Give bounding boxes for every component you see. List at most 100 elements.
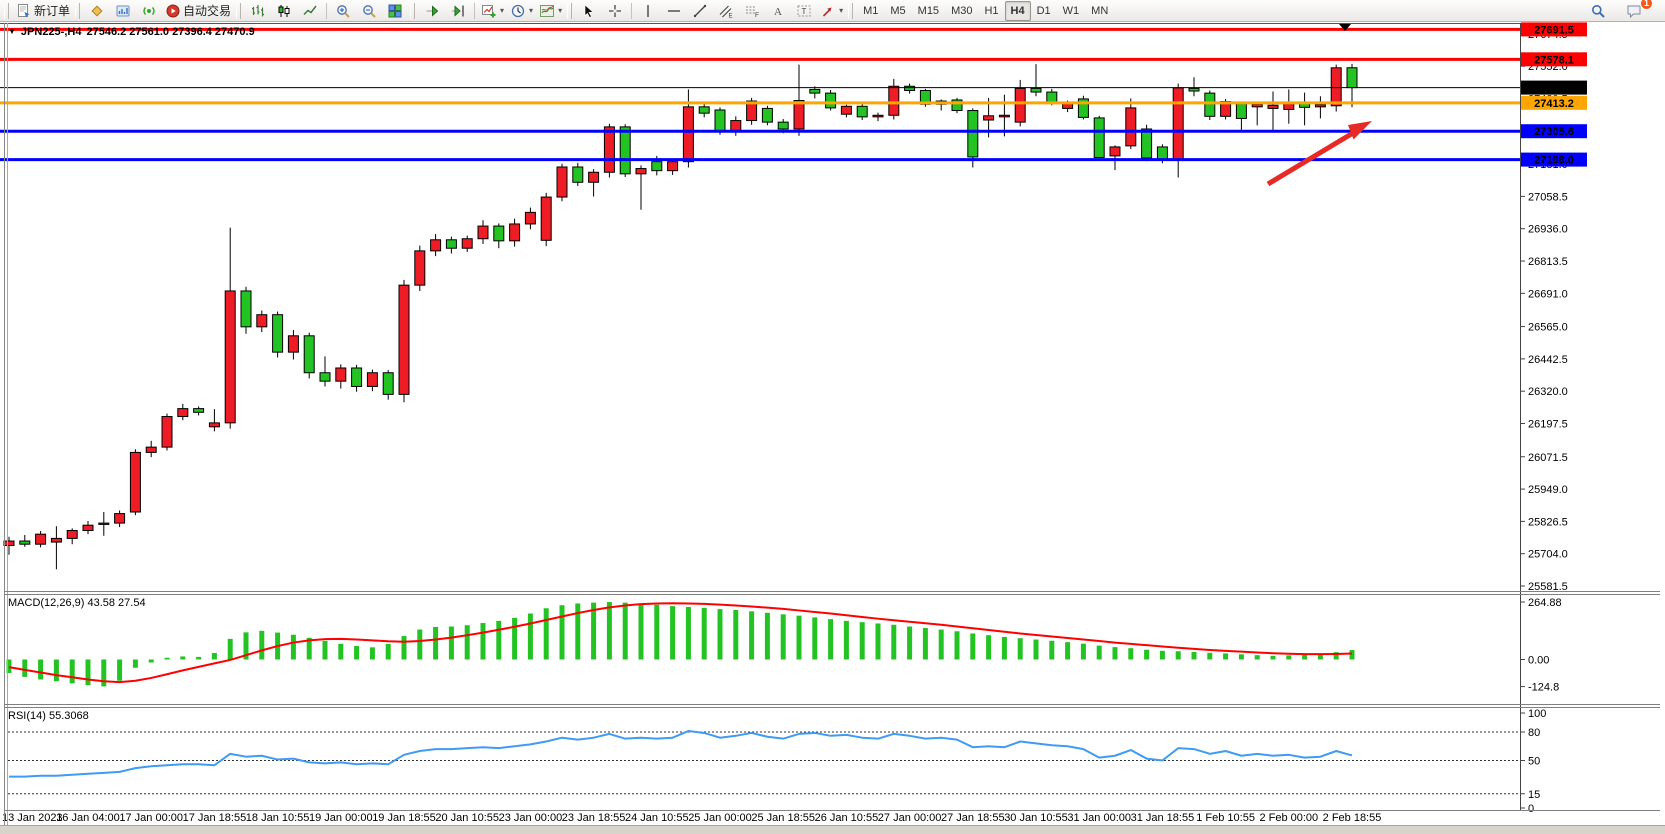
timeframe-mn-button[interactable]: MN: [1091, 4, 1109, 17]
price-tag-box: [1521, 52, 1587, 67]
auto-scroll-button[interactable]: [419, 0, 445, 22]
object-anchor-marker[interactable]: [1339, 24, 1351, 31]
cursor-icon: [581, 3, 597, 19]
rsi-tick: 80: [1528, 727, 1540, 739]
tile-windows-button[interactable]: [382, 0, 408, 22]
horizontal-line-button[interactable]: [661, 0, 687, 22]
text-icon: A: [770, 3, 786, 19]
periods-icon: [510, 3, 526, 19]
time-tick: 19 Jan 00:00: [309, 812, 373, 824]
indicators-icon: [481, 3, 497, 19]
toolbar-right: 1: [1585, 0, 1663, 22]
toolbar-grip: [75, 2, 81, 19]
rsi-line: [9, 730, 1353, 778]
profiles-icon: [89, 3, 105, 19]
toolbar-grip: [567, 2, 573, 19]
bar-chart-button[interactable]: [245, 0, 271, 22]
time-tick: 17 Jan 00:00: [119, 812, 183, 824]
time-tick: 27 Jan 18:55: [941, 812, 1005, 824]
trend-arrow[interactable]: [1266, 127, 1360, 187]
timeframe-m5-button[interactable]: M5: [890, 4, 906, 17]
line-chart-button[interactable]: [297, 0, 323, 22]
ohlc-values: 27546.2 27561.0 27396.4 27470.9: [86, 26, 255, 38]
timeframe-m30-button[interactable]: M30: [951, 4, 973, 17]
vertical-line-button[interactable]: [635, 0, 661, 22]
zoom-in-button[interactable]: [330, 0, 356, 22]
horizontal-line-objects[interactable]: [0, 27, 1520, 162]
timeframe-h4-button[interactable]: H4: [1004, 0, 1031, 21]
arrows-button[interactable]: ▾: [817, 0, 846, 22]
timeframe-w1-button[interactable]: W1: [1062, 4, 1080, 17]
price-axis[interactable]: 27674.527552.027429.527307.027181.027058…: [1520, 23, 1568, 815]
channel-button[interactable]: E: [713, 0, 739, 22]
chart-shift-button[interactable]: [445, 0, 471, 22]
macd-tick: 264.88: [1528, 597, 1562, 609]
line-chart-icon: [302, 3, 318, 19]
time-tick: 25 Jan 00:00: [688, 812, 752, 824]
bar-chart-icon: [250, 3, 266, 19]
toolbar: 新订单 自动交易 ▾ ▾ ▾ E F A T ▾ M1 M5 M15 M30 H1 H4 D1 W1 MN 1: [0, 0, 1665, 22]
timeframe-d1-button[interactable]: D1: [1036, 4, 1051, 17]
rsi-tick: 100: [1528, 708, 1546, 720]
search-icon: [1590, 3, 1606, 19]
chat-button[interactable]: 1: [1621, 0, 1653, 22]
chevron-down-icon: ▾: [529, 6, 534, 15]
svg-text:T: T: [802, 7, 807, 16]
signals-button[interactable]: [136, 0, 162, 22]
time-tick: 31 Jan 18:55: [1131, 812, 1195, 824]
templates-button[interactable]: ▾: [536, 0, 565, 22]
toolbar-separator: [631, 2, 633, 19]
price-tick: 25826.5: [1528, 516, 1568, 528]
chevron-down-icon: ▾: [558, 6, 563, 15]
time-tick: 2 Feb 00:00: [1259, 812, 1318, 824]
toolbar-separator: [326, 2, 328, 19]
chevron-down-icon: ▾: [500, 6, 505, 15]
rsi-tick: 15: [1528, 789, 1540, 801]
profiles-button[interactable]: [84, 0, 110, 22]
price-tick: 25704.0: [1528, 549, 1568, 561]
zoom-out-button[interactable]: [356, 0, 382, 22]
price-tick: 26936.0: [1528, 224, 1568, 236]
text-label-button[interactable]: T: [791, 0, 817, 22]
price-tick: 27058.5: [1528, 191, 1568, 203]
macd-tick: 0.00: [1528, 655, 1549, 667]
rsi-pane[interactable]: [8, 730, 1520, 795]
chart-context-icon[interactable]: ▼: [8, 27, 16, 36]
annotations[interactable]: [1266, 24, 1372, 187]
channel-icon: E: [718, 3, 734, 19]
price-tick: 26071.5: [1528, 452, 1568, 464]
timeframe-m15-button[interactable]: M15: [917, 4, 940, 17]
hline-price-tag: 27578.1: [1534, 54, 1574, 66]
candlestick-series[interactable]: [3, 63, 1358, 570]
toolbar-separator: [474, 2, 476, 19]
periods-button[interactable]: ▾: [507, 0, 536, 22]
time-tick: 27 Jan 00:00: [878, 812, 942, 824]
candlestick-button[interactable]: [271, 0, 297, 22]
price-tick: 26442.5: [1528, 354, 1568, 366]
templates-icon: [539, 3, 555, 19]
price-tag-box: [1521, 80, 1587, 95]
crosshair-button[interactable]: [602, 0, 628, 22]
timeframe-m1-button[interactable]: M1: [863, 4, 879, 17]
text-button[interactable]: A: [765, 0, 791, 22]
indicators-button[interactable]: ▾: [478, 0, 507, 22]
price-tags: 27691.5 27578.1 27470.9 27413.2 27305.6 27198…: [1521, 22, 1587, 167]
price-tick: 26813.5: [1528, 256, 1568, 268]
timeframe-h1-button[interactable]: H1: [984, 4, 999, 17]
fibonacci-button[interactable]: F: [739, 0, 765, 22]
new-order-button[interactable]: 新订单: [13, 0, 73, 22]
market-watch-button[interactable]: [110, 0, 136, 22]
macd-tick: -124.8: [1528, 682, 1559, 694]
search-button[interactable]: [1585, 0, 1611, 22]
cursor-button[interactable]: [576, 0, 602, 22]
autotrade-button[interactable]: 自动交易: [162, 0, 234, 22]
chart-title: ▼ JPN225-,H4 27546.2 27561.0 27396.4 274…: [8, 26, 255, 38]
trend-arrow-head: [1348, 121, 1372, 140]
macd-pane[interactable]: [6, 602, 1355, 687]
trendline-button[interactable]: [687, 0, 713, 22]
time-tick: 1 Feb 10:55: [1196, 812, 1255, 824]
text-label-icon: T: [796, 3, 812, 19]
